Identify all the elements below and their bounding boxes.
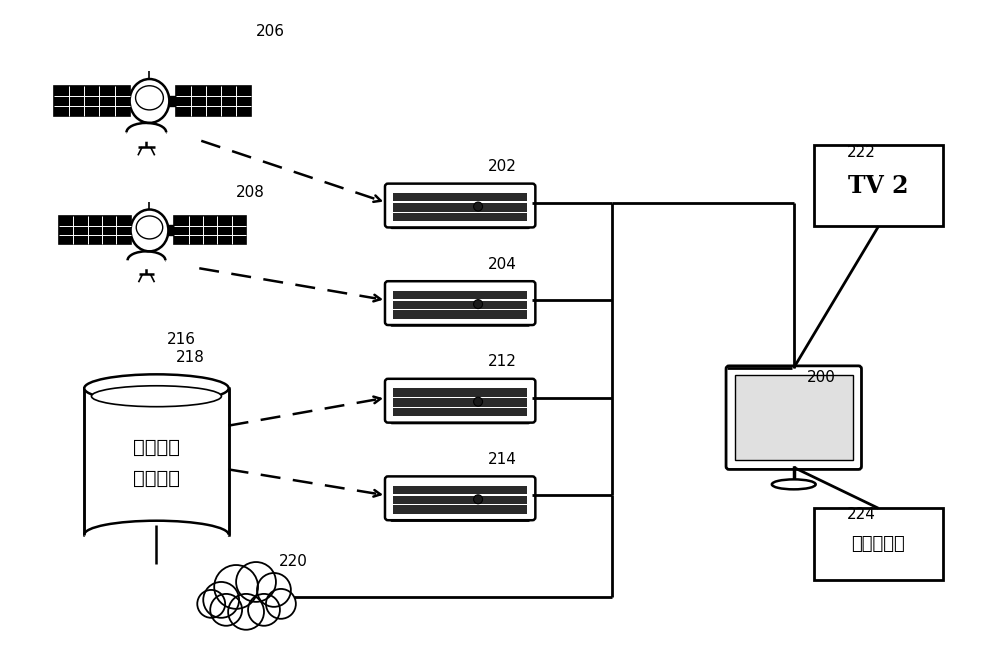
Circle shape — [248, 594, 280, 626]
FancyBboxPatch shape — [391, 221, 529, 229]
Circle shape — [474, 397, 483, 406]
FancyBboxPatch shape — [385, 476, 535, 520]
Circle shape — [257, 573, 291, 607]
Text: 212: 212 — [488, 354, 517, 369]
Text: 游戏控制台: 游戏控制台 — [852, 535, 905, 553]
Bar — [393, 505, 527, 514]
Bar — [393, 193, 527, 201]
FancyBboxPatch shape — [391, 417, 529, 424]
Text: TV 2: TV 2 — [848, 174, 909, 198]
FancyBboxPatch shape — [391, 319, 529, 326]
Bar — [169, 96, 176, 106]
Text: 222: 222 — [847, 145, 875, 160]
Circle shape — [210, 594, 242, 626]
FancyBboxPatch shape — [391, 514, 529, 521]
Bar — [176, 86, 251, 116]
Ellipse shape — [131, 209, 168, 251]
Bar — [174, 217, 246, 244]
Bar — [393, 496, 527, 505]
FancyBboxPatch shape — [385, 281, 535, 325]
Ellipse shape — [128, 251, 165, 269]
FancyBboxPatch shape — [385, 184, 535, 227]
Text: 214: 214 — [488, 452, 517, 467]
Bar — [59, 217, 131, 244]
Bar — [393, 408, 527, 416]
Text: 206: 206 — [256, 24, 285, 39]
Text: 202: 202 — [488, 159, 517, 174]
Bar — [735, 375, 853, 460]
Text: 220: 220 — [279, 553, 308, 569]
Bar — [54, 86, 130, 116]
Bar — [123, 96, 130, 106]
Bar — [168, 225, 174, 235]
Bar — [393, 301, 527, 309]
Ellipse shape — [84, 374, 229, 402]
Bar — [125, 225, 131, 235]
Bar — [814, 145, 943, 227]
Text: 200: 200 — [807, 370, 836, 385]
Bar — [393, 388, 527, 396]
FancyBboxPatch shape — [385, 379, 535, 423]
Text: 218: 218 — [176, 350, 205, 365]
Bar — [393, 310, 527, 319]
Bar — [393, 291, 527, 299]
Ellipse shape — [126, 123, 166, 142]
Text: 204: 204 — [488, 257, 517, 272]
Circle shape — [474, 495, 483, 504]
Circle shape — [266, 589, 296, 619]
Bar — [393, 398, 527, 407]
Text: 208: 208 — [236, 185, 265, 200]
Bar — [393, 213, 527, 221]
Circle shape — [228, 594, 264, 630]
Text: 有线电视
头端系统: 有线电视 头端系统 — [133, 438, 180, 487]
Bar — [814, 508, 943, 580]
Ellipse shape — [136, 86, 163, 110]
Circle shape — [203, 582, 239, 618]
FancyBboxPatch shape — [726, 366, 861, 469]
Ellipse shape — [84, 521, 229, 549]
Bar — [393, 485, 527, 494]
Ellipse shape — [136, 216, 163, 239]
Circle shape — [214, 565, 258, 609]
Circle shape — [474, 202, 483, 211]
Bar — [84, 388, 229, 535]
Circle shape — [474, 300, 483, 309]
Ellipse shape — [91, 386, 221, 407]
Bar — [393, 203, 527, 211]
Ellipse shape — [130, 79, 169, 123]
Text: 224: 224 — [847, 507, 875, 522]
Circle shape — [236, 562, 276, 602]
Ellipse shape — [772, 479, 816, 489]
Circle shape — [197, 590, 225, 618]
Text: 216: 216 — [166, 332, 195, 348]
